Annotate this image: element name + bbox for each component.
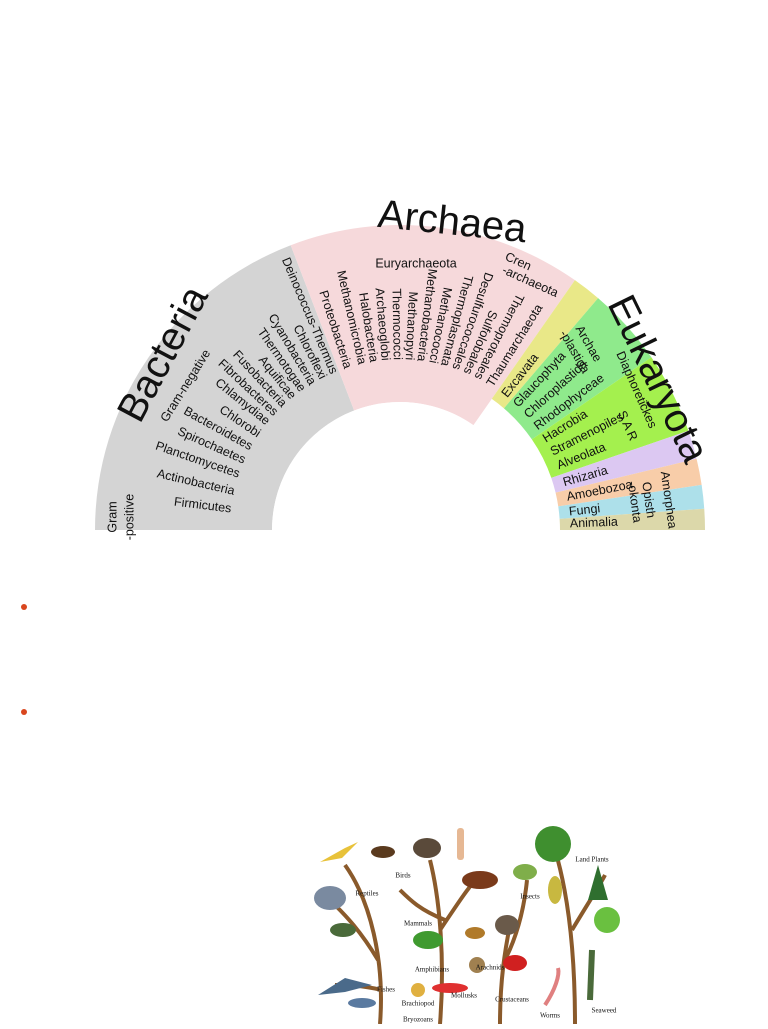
archaea-region bbox=[290, 224, 575, 426]
bullet bbox=[21, 604, 27, 610]
animal-label: Worms bbox=[540, 1012, 560, 1020]
palm bbox=[594, 907, 620, 933]
turtle bbox=[330, 923, 356, 937]
organisms bbox=[314, 826, 620, 1008]
rhizaria-region bbox=[551, 430, 697, 493]
leaf-label: Methanopyri bbox=[403, 291, 421, 360]
group-label: Gram bbox=[105, 501, 119, 532]
tree-plant bbox=[535, 826, 571, 862]
amoebozoa-region bbox=[555, 458, 702, 507]
tree-interior bbox=[272, 402, 528, 530]
animal-label: Crustaceans bbox=[495, 996, 529, 1004]
bacteria-region bbox=[95, 245, 355, 530]
mask bbox=[90, 531, 710, 571]
fern bbox=[548, 876, 562, 904]
sar-region bbox=[531, 357, 689, 478]
animal-label: Arachnids bbox=[476, 964, 505, 972]
animalia-region bbox=[559, 508, 705, 530]
group-label: Euryarchaeota bbox=[375, 256, 456, 270]
animal-label: Reptiles bbox=[356, 890, 379, 898]
animal-label: Birds bbox=[395, 872, 410, 880]
group-label: -okonta bbox=[625, 480, 645, 523]
crab bbox=[503, 955, 527, 971]
shark bbox=[318, 978, 372, 995]
horse bbox=[462, 871, 498, 889]
animal-label: Bryozoans bbox=[403, 1016, 433, 1024]
leaf-label: Animalia bbox=[570, 515, 618, 531]
eagle bbox=[371, 846, 395, 858]
gorilla bbox=[413, 838, 441, 858]
group-label: Opisth bbox=[639, 481, 658, 519]
brachiopod bbox=[411, 983, 425, 997]
leaf-label: Firmicutes bbox=[173, 495, 232, 516]
fish bbox=[348, 998, 376, 1008]
animal-label: Brachiopod bbox=[402, 1000, 435, 1008]
shrimp bbox=[432, 983, 468, 993]
animal-label: Fishes bbox=[377, 986, 395, 994]
shell bbox=[469, 957, 485, 973]
dinosaur bbox=[314, 886, 346, 910]
animal-label: Mollusks bbox=[451, 992, 477, 1000]
labels: Birds Land Plants Reptiles Mammals Insects Am… bbox=[356, 856, 617, 1024]
animal-label: Seaweed bbox=[592, 1007, 617, 1015]
human bbox=[457, 828, 464, 860]
scorpion bbox=[465, 927, 485, 939]
fungi-region bbox=[558, 484, 705, 519]
animal-tree-figure: Birds Land Plants Reptiles Mammals Insects Am… bbox=[314, 826, 620, 1025]
conifer bbox=[588, 865, 608, 900]
archaeplastida-region bbox=[503, 298, 652, 440]
leaf-label: Archaeoglobi bbox=[373, 287, 393, 361]
worm bbox=[543, 967, 561, 1007]
animal-label: Amphibians bbox=[415, 966, 449, 974]
fly bbox=[513, 864, 537, 880]
excavata-region bbox=[491, 280, 599, 409]
animal-label: Insects bbox=[520, 893, 540, 901]
animal-label: Mammals bbox=[404, 920, 432, 928]
seaweed bbox=[587, 949, 595, 1001]
animal-label: Land Plants bbox=[575, 856, 609, 864]
leaf-label: Thermococci bbox=[389, 288, 404, 360]
group-label: -positive bbox=[122, 494, 136, 541]
spider bbox=[495, 915, 519, 935]
pterosaur bbox=[320, 842, 358, 862]
tree-of-life-figure: FirmicutesActinobacteriaPlanctomycetesSp… bbox=[90, 192, 718, 571]
frog bbox=[413, 931, 443, 949]
bullet bbox=[21, 709, 27, 715]
leaf-label: Fungi bbox=[568, 501, 601, 518]
